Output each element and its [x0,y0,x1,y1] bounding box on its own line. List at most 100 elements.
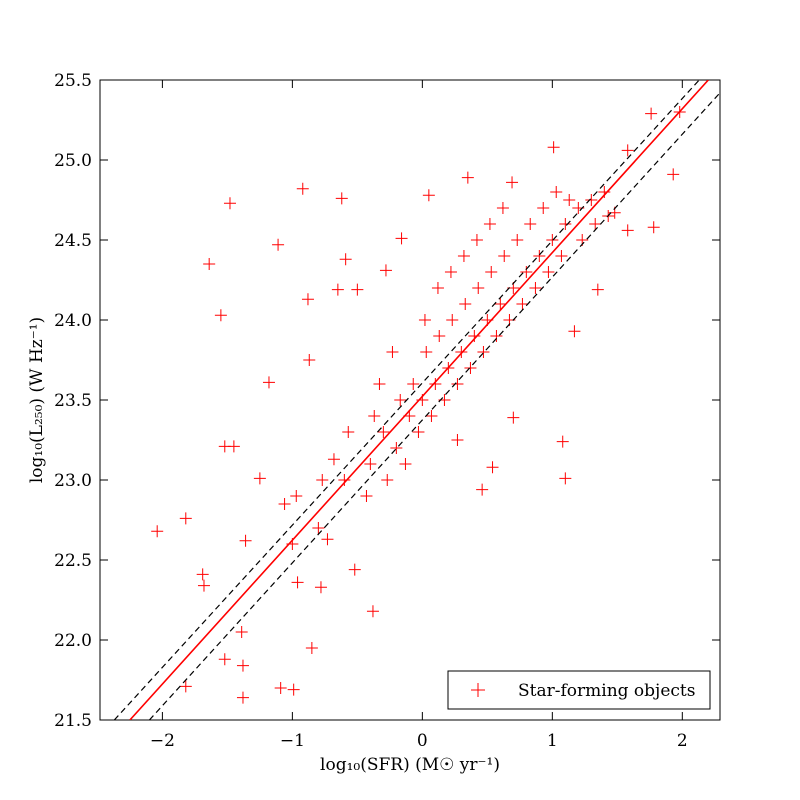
fit-line [129,80,709,720]
data-point [197,579,210,592]
data-point [422,189,435,202]
data-point [507,411,520,424]
data-point [272,238,285,251]
data-point [368,410,381,422]
data-point [451,434,464,446]
data-point [546,234,559,246]
data-point [236,659,249,672]
data-point [494,298,507,310]
data-point [236,691,249,704]
y-tick-label: 21.5 [54,711,92,731]
data-point [274,682,287,694]
data-point [477,346,490,358]
data-point [555,250,568,262]
data-point [179,680,192,693]
data-point [563,194,576,206]
legend-marker [471,683,485,697]
data-point [451,378,464,390]
data-point [585,194,598,206]
data-point [420,346,433,358]
data-point [381,474,394,486]
data-point [218,653,231,666]
data-point [218,440,231,453]
x-tick-label: −2 [150,731,175,751]
data-point [498,250,511,262]
data-point [239,534,252,547]
data-point [470,234,483,246]
data-point [476,483,489,496]
data-point [290,490,303,502]
y-tick-label: 22.0 [54,631,92,651]
data-point [621,224,634,237]
y-tick-label: 25.5 [54,71,92,91]
legend-label: Star-forming objects [518,681,695,701]
data-point [455,346,468,358]
data-point [151,525,164,538]
x-axis-label: log₁₀(SFR) (M☉ yr⁻¹) [320,755,500,775]
data-point [287,683,300,696]
data-point [335,192,348,205]
data-point [524,218,537,230]
data-point [179,512,192,525]
y-tick-label: 23.5 [54,391,92,411]
data-point [303,354,316,366]
data-point [262,376,275,389]
data-point [327,453,340,466]
y-tick-label: 23.0 [54,471,92,491]
data-point [550,186,563,198]
data-point [496,202,509,214]
data-point [568,325,581,338]
data-point [461,171,474,184]
data-point [472,282,485,294]
y-tick-label: 25.0 [54,151,92,171]
data-point [342,426,355,438]
data-point [312,522,325,534]
x-tick-label: 0 [417,731,428,751]
data-point [366,605,379,618]
data-point [468,330,481,342]
data-point [253,472,266,485]
dashed-line [148,92,720,720]
data-point [339,253,352,266]
data-point [301,293,314,306]
data-point [377,426,390,438]
data-point [490,330,503,342]
plot-frame [99,79,721,721]
data-point [433,330,446,342]
data-point [537,202,550,214]
data-point [556,435,569,448]
x-tick-label: 1 [547,731,558,751]
data-point [331,283,344,296]
data-point [395,232,408,245]
data-point [203,258,216,270]
data-point [533,250,546,262]
data-point [529,282,542,294]
y-tick-label: 24.5 [54,231,92,251]
data-point [314,581,327,594]
data-point [425,410,438,422]
data-point [305,642,318,654]
data-point [483,218,496,230]
data-point [485,266,498,278]
data-point [645,107,658,120]
data-point [506,176,519,189]
y-tick-label: 24.0 [54,311,92,331]
data-point [431,282,444,294]
data-point [386,346,399,358]
data-point [446,314,459,326]
x-tick-label: 2 [677,731,688,751]
data-point [214,309,227,322]
data-point [348,563,361,576]
data-point [278,498,291,510]
data-point [373,378,386,390]
data-point [429,378,442,390]
data-point [316,474,329,486]
data-point [464,362,477,374]
data-point [459,298,472,310]
data-point [235,626,248,638]
data-point [511,234,524,246]
data-point [364,458,377,470]
data-point [559,218,572,230]
data-point [542,266,555,278]
